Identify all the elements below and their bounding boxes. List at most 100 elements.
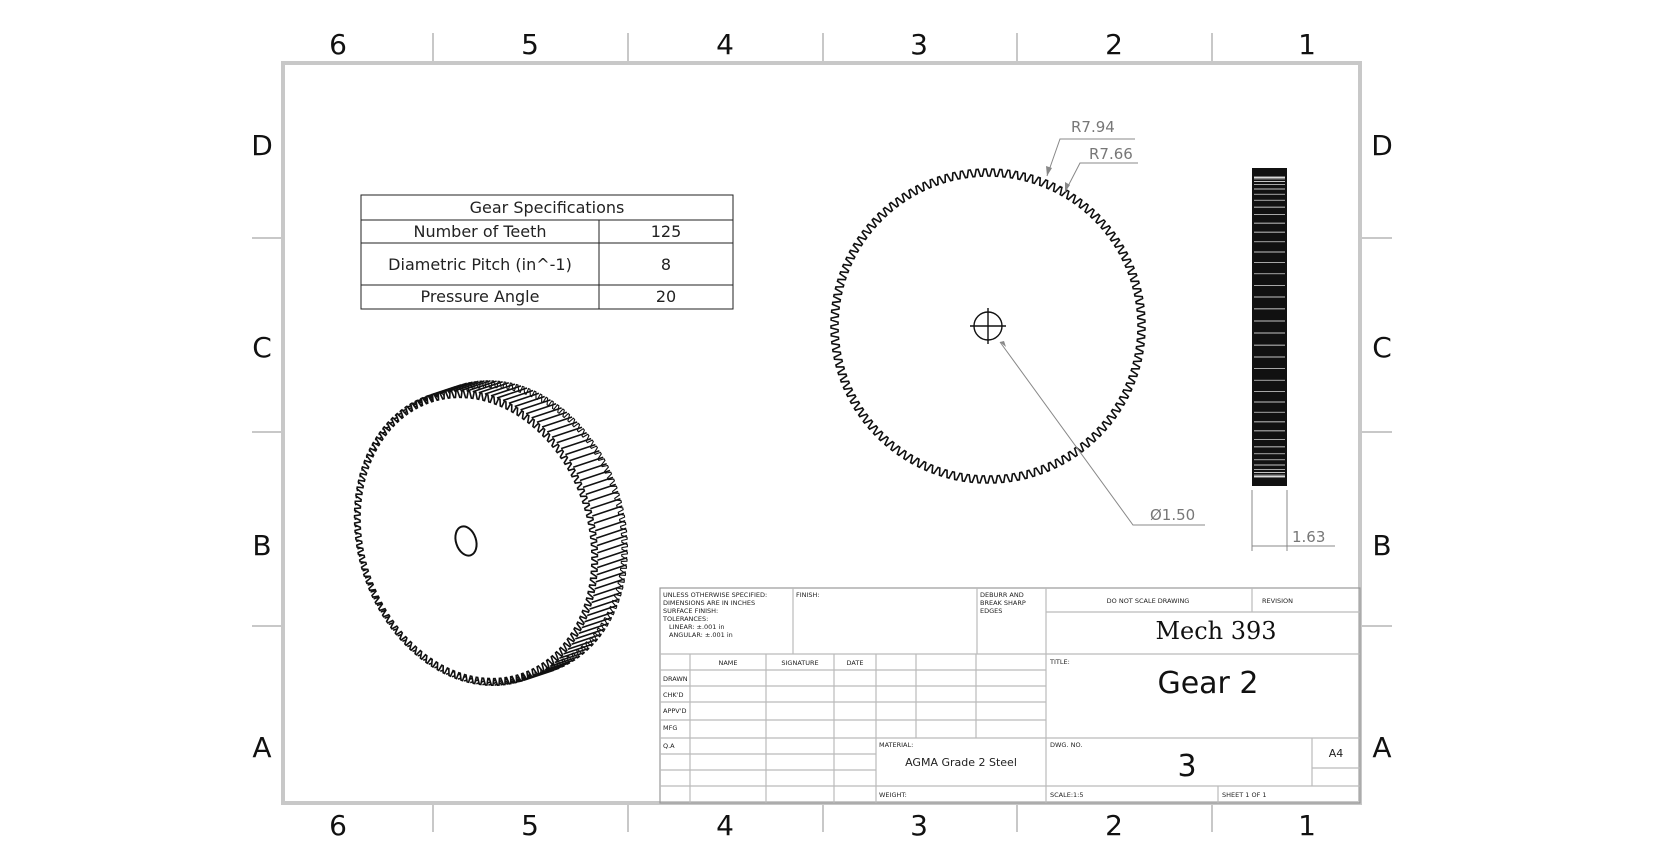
iso-tooth-line [531, 407, 562, 419]
iso-tooth-line [592, 505, 623, 517]
iso-tooth-line [554, 651, 586, 664]
dwg-no-label: DWG. NO. [1050, 741, 1082, 749]
zone-col-4: 4 [716, 28, 734, 61]
iso-tooth-line [442, 381, 473, 393]
iso-tooth-line [581, 616, 613, 629]
iso-tooth-line [460, 380, 491, 392]
gear-side-view [1252, 168, 1287, 486]
zone-col-5-bottom: 5 [521, 809, 539, 842]
iso-tooth-line [593, 512, 625, 525]
zone-row-a-right: A [1372, 731, 1391, 764]
do-not-scale: DO NOT SCALE DRAWING [1107, 597, 1190, 605]
iso-tooth-line [569, 450, 600, 462]
course-name: Mech 393 [1155, 617, 1276, 645]
deburr-line-2: BREAK SHARP [980, 599, 1026, 607]
tol-line-5: LINEAR: ±.001 in [669, 623, 724, 631]
iso-tooth-line [594, 520, 626, 532]
iso-tooth-line [596, 534, 628, 547]
zone-col-2: 2 [1105, 28, 1123, 61]
iso-tooth-line [585, 483, 617, 496]
revision-label: REVISION [1262, 597, 1293, 605]
iso-tooth-line [472, 380, 503, 393]
tol-line-3: SURFACE FINISH: [663, 607, 718, 615]
zone-row-c: C [252, 331, 272, 364]
scale-label: SCALE:1:5 [1050, 791, 1084, 799]
iso-tooth-line [454, 380, 485, 392]
iso-tooth-line [478, 381, 510, 394]
iso-tooth-line [589, 598, 620, 610]
zone-col-1: 1 [1298, 28, 1316, 61]
iso-tooth-line [502, 389, 534, 402]
zone-row-b-right: B [1372, 529, 1391, 562]
title-block-grid [659, 587, 1361, 804]
material-label: MATERIAL: [879, 741, 913, 749]
spec-table [360, 194, 734, 310]
iso-bore [454, 525, 478, 557]
iso-tooth-line [551, 426, 583, 439]
zone-row-c-right: C [1372, 331, 1392, 364]
iso-tooth-line [539, 662, 571, 674]
dim-face-width: 1.63 [1292, 528, 1325, 546]
spec-label-pitch: Diametric Pitch (in^-1) [388, 255, 572, 274]
iso-tooth-line [525, 403, 557, 415]
zone-col-1-bottom: 1 [1298, 809, 1316, 842]
tol-line-4: TOLERANCES: [662, 615, 708, 623]
iso-tooth-line [572, 456, 604, 468]
zone-col-3: 3 [910, 28, 928, 61]
iso-tooth-line [484, 383, 516, 395]
iso-tooth-line [590, 497, 621, 510]
header-signature: SIGNATURE [781, 659, 818, 667]
iso-tooth-line [549, 655, 581, 667]
sheet-label: SHEET 1 OF 1 [1222, 791, 1267, 799]
iso-tooth-line [591, 591, 622, 604]
title-label: TITLE: [1049, 658, 1070, 666]
dim-root-radius: R7.66 [1089, 145, 1133, 163]
iso-tooth-line [571, 633, 602, 645]
iso-tooth-line [536, 411, 568, 424]
dimension-arrows [1000, 166, 1070, 347]
zone-col-2-bottom: 2 [1105, 809, 1123, 842]
drawing-title: Gear 2 [1157, 666, 1258, 701]
iso-tooth-line [560, 437, 592, 450]
iso-tooth-line [582, 476, 614, 489]
spec-value-pitch: 8 [661, 255, 671, 274]
weight-label: WEIGHT: [879, 791, 907, 799]
deburr-line-1: DEBURR AND [980, 591, 1024, 599]
zone-row-b: B [252, 529, 271, 562]
iso-tooth-line [559, 647, 590, 660]
zone-labels-right: D C B A [1371, 129, 1393, 764]
iso-tooth-line [565, 443, 596, 456]
iso-tooth-line [586, 604, 618, 617]
iso-tooth-line [490, 385, 522, 397]
tol-line-2: DIMENSIONS ARE IN INCHES [663, 599, 755, 607]
deburr-line-3: EDGES [980, 607, 1002, 615]
role-qa: Q.A [663, 742, 675, 750]
zone-row-a: A [252, 731, 271, 764]
iso-tooth-line [514, 395, 545, 408]
spec-label-teeth: Number of Teeth [413, 222, 546, 241]
finish-label: FINISH: [796, 591, 820, 599]
bore-symbol [970, 308, 1006, 344]
zone-col-4-bottom: 4 [716, 809, 734, 842]
zone-col-6-bottom: 6 [329, 809, 347, 842]
tol-line-1: UNLESS OTHERWISE SPECIFIED: [663, 591, 767, 599]
zone-row-d: D [251, 129, 273, 162]
iso-tooth-line [587, 490, 619, 503]
material-value: AGMA Grade 2 Steel [905, 756, 1017, 769]
iso-tooth-line [595, 571, 627, 583]
dimension-leaders [999, 138, 1335, 551]
iso-tooth-line [567, 638, 599, 650]
iso-tooth-line [541, 416, 573, 428]
zone-col-5: 5 [521, 28, 539, 61]
zone-labels-bottom: 6 5 4 3 2 1 [329, 809, 1316, 842]
iso-tooth-line [594, 578, 625, 590]
zone-row-d-right: D [1371, 129, 1393, 162]
iso-tooth-line [546, 421, 578, 433]
spec-value-teeth: 125 [651, 222, 682, 241]
zone-ticks [252, 33, 1392, 832]
zone-col-6: 6 [329, 28, 347, 61]
iso-tooth-line [575, 628, 606, 640]
iso-tooth-line [496, 387, 528, 399]
spec-table-title: Gear Specifications [470, 198, 625, 217]
